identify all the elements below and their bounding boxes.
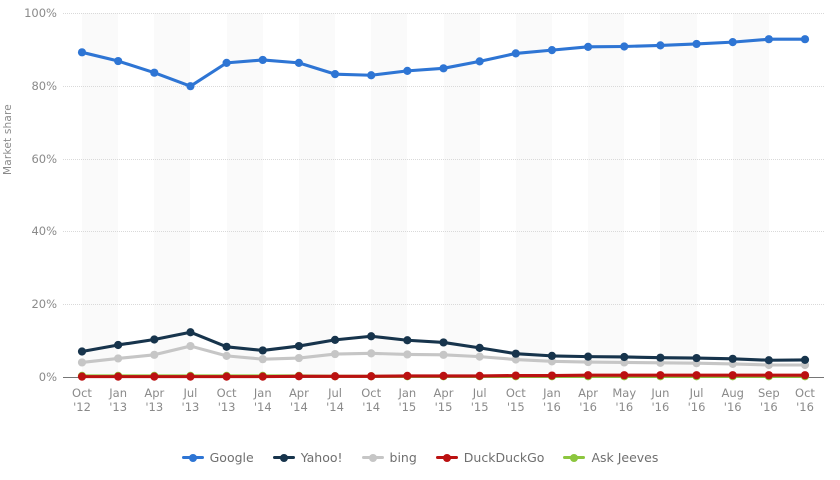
gridline [63,85,824,87]
x-axis-tick-label: Oct '13 [216,386,237,414]
y-axis-tick-label: 40% [31,224,57,239]
y-axis-tick-label: 80% [31,78,57,93]
legend-item-bing[interactable]: bing [361,450,417,465]
gridline [63,13,824,14]
y-axis-tick-label: 100% [24,6,57,20]
x-axis-tick-label: Oct '14 [361,386,382,414]
legend-label: Ask Jeeves [591,450,659,465]
legend-item-yahoo[interactable]: Yahoo! [272,450,343,465]
chart-band [154,13,191,377]
chart-band [588,13,625,377]
x-axis-tick-label: Jul '14 [326,386,344,414]
legend-item-google[interactable]: Google [181,450,254,465]
x-axis-tick-label: Jul '15 [470,386,489,414]
legend-label: DuckDuckGo [463,450,545,465]
chart-band [226,13,263,377]
x-axis-tick-label: Jul '16 [687,386,706,414]
legend-label: Yahoo! [300,450,343,465]
x-axis-tick-label: Sep '16 [758,386,780,414]
gridline [63,304,824,306]
x-axis-tick-label: Jul '13 [181,386,200,414]
chart-band [298,13,336,377]
y-axis-tick-label: 20% [31,297,57,312]
y-axis-ticks: 100% 80% 60% 40% 20% 0% [0,6,57,384]
x-axis-tick-label: Apr '15 [433,386,454,414]
y-axis-tick-label: 0% [38,370,57,384]
legend-swatch-icon [563,452,586,463]
chart-band [732,13,769,377]
chart-band [443,13,480,377]
plot-area [63,13,824,378]
legend-label: bing [389,450,417,465]
x-axis-tick-label: Oct '12 [72,386,92,414]
legend-swatch-icon [272,452,295,463]
gridline [63,231,824,233]
legend-swatch-icon [435,452,458,463]
chart-band [515,13,552,377]
x-axis-tick-label: Apr '16 [578,386,599,414]
chart-legend: Google Yahoo! bing DuckDuckGo Ask Jeeves [0,450,840,465]
legend-swatch-icon [361,452,384,463]
chart-band [660,13,697,377]
chart-band [82,13,119,377]
x-axis-tick-label: Jan '16 [543,386,561,414]
y-axis-tick-label: 60% [31,151,57,166]
chart-band [371,13,408,377]
x-axis-tick-label: Jun '16 [651,386,670,414]
x-axis-tick-label: Aug '16 [721,386,744,414]
x-axis-ticks: Oct '12 Jan '13 Apr '13 Jul '13 Oct '13 Jan '14 Apr '… [63,386,824,426]
x-axis-tick-label: Jan '15 [398,386,417,414]
x-axis-tick-label: Apr '14 [288,386,309,414]
legend-item-duckduckgo[interactable]: DuckDuckGo [435,450,545,465]
legend-item-ask-jeeves[interactable]: Ask Jeeves [563,450,658,465]
legend-label: Google [209,450,254,465]
x-axis-tick-label: Jan '13 [109,386,128,414]
x-axis-tick-label: Oct '15 [505,386,526,414]
x-axis-tick-label: May '16 [612,386,637,414]
x-axis-tick-label: Apr '13 [144,386,165,414]
gridline [63,158,824,160]
x-axis-tick-label: Oct '16 [795,386,815,414]
x-axis-line [63,377,824,378]
legend-swatch-icon [181,452,204,463]
x-axis-tick-label: Jan '14 [253,386,272,414]
